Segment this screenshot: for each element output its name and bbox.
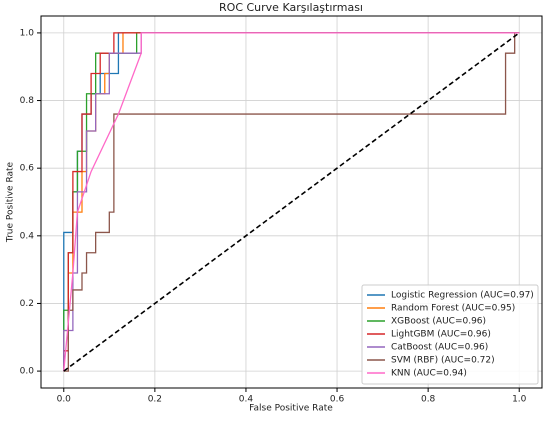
x-tick-label: 0.0 <box>57 395 72 405</box>
legend-box <box>361 284 539 385</box>
legend-label: KNN (AUC=0.94) <box>391 369 467 379</box>
y-tick-label: 0.8 <box>20 96 35 106</box>
roc-curve <box>63 32 520 372</box>
x-tick-label: 1.0 <box>512 395 527 405</box>
y-tick-label: 0.6 <box>20 164 35 174</box>
y-tick-label: 0.2 <box>20 299 34 309</box>
y-axis-label: True Positive Rate <box>6 161 16 243</box>
legend-label: XGBoost (AUC=0.96) <box>391 317 486 327</box>
legend: Logistic Regression (AUC=0.97) Random For… <box>361 284 539 385</box>
y-tick-label: 1.0 <box>20 28 35 38</box>
roc-curve <box>63 32 520 372</box>
y-tick-label: 0.0 <box>20 367 35 377</box>
x-tick-label: 0.8 <box>421 395 436 405</box>
legend-label: SVM (RBF) (AUC=0.72) <box>391 356 495 366</box>
x-axis-label: False Positive Rate <box>249 404 333 414</box>
x-tick-label: 0.6 <box>330 395 345 405</box>
plot-frame <box>40 15 543 389</box>
legend-label: Logistic Regression (AUC=0.97) <box>391 291 534 301</box>
chart-title: ROC Curve Karşılaştırması <box>219 1 363 14</box>
roc-curve <box>63 32 520 372</box>
legend-label: Random Forest (AUC=0.95) <box>391 304 515 314</box>
legend-label: LightGBM (AUC=0.96) <box>391 330 491 340</box>
x-tick-label: 0.2 <box>148 395 162 405</box>
y-tick-label: 0.4 <box>20 231 35 241</box>
reference-line <box>63 32 520 372</box>
legend-label: CatBoost (AUC=0.96) <box>391 343 488 353</box>
x-tick-label: 0.4 <box>239 395 254 405</box>
